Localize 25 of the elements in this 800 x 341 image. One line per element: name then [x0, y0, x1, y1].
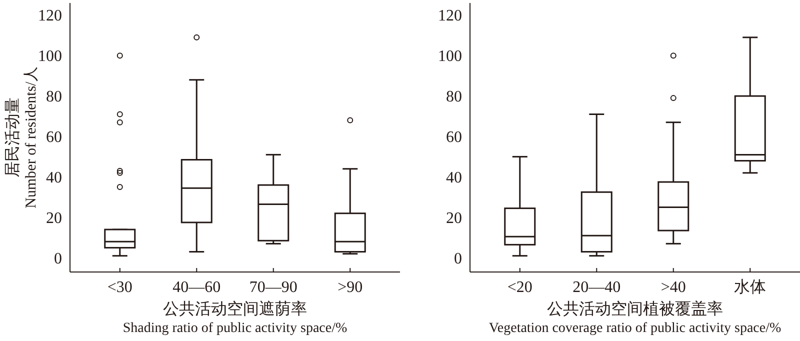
x-tick-label: 70—90	[249, 279, 298, 296]
x-tick-label: 水体	[734, 278, 766, 296]
x-tick-label: >90	[338, 279, 363, 296]
y-tick-label: 120	[438, 8, 462, 25]
y-tick-label: 60	[446, 129, 462, 146]
y-tick-label: 80	[46, 88, 62, 106]
x-axis-title: 公共活动空间植被覆盖率 Vegetation coverage ratio of public activity space/%	[488, 300, 782, 336]
x-tick-label: <30	[107, 279, 132, 296]
x-tick-label: 20—40	[572, 279, 621, 296]
y-tick-label: 20	[46, 210, 62, 227]
x-tick-label: 40—60	[172, 279, 221, 296]
x-tick-label: >40	[660, 279, 686, 296]
y-tick-label: 120	[38, 8, 62, 25]
x-tick-label: <20	[507, 279, 532, 296]
x-axis-title: 公共活动空间遮荫率 Shading ratio of public activity space/%	[122, 300, 348, 336]
y-tick-label: 40	[46, 170, 62, 187]
y-tick-label: 40	[446, 170, 462, 187]
y-tick-label: 100	[438, 48, 462, 66]
y-tick-label: 20	[446, 210, 462, 227]
y-tick-label: 100	[38, 48, 62, 66]
y-tick-label: 80	[446, 88, 462, 106]
y-tick-label: 0	[54, 250, 62, 268]
y-axis-title: 居民活动量 Number of residents/人	[4, 66, 40, 208]
y-tick-label: 0	[454, 250, 462, 268]
y-tick-label: 60	[46, 129, 62, 146]
